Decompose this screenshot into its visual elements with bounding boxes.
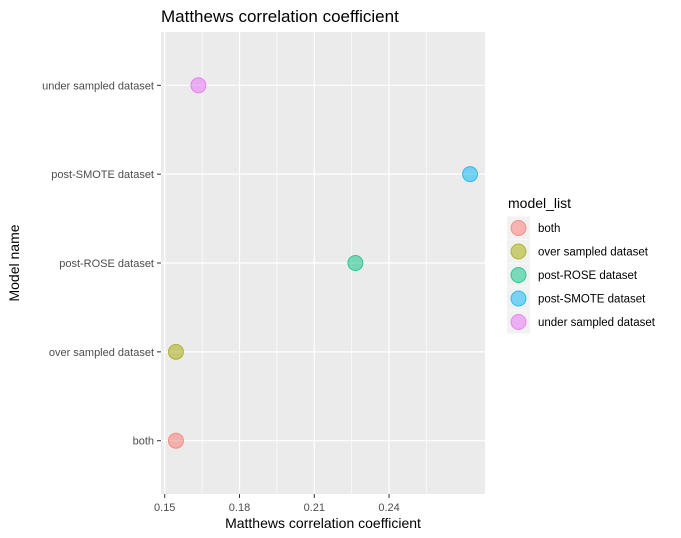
legend-key-marker [510, 243, 527, 260]
y-tick-label: over sampled dataset [49, 347, 154, 359]
x-axis: 0.15 0.18 0.21 0.24 [154, 494, 400, 514]
legend-label: under sampled dataset [538, 317, 656, 329]
x-axis-title: Matthews correlation coefficient [225, 515, 421, 531]
data-point [462, 166, 479, 183]
data-point [167, 343, 184, 360]
data-point [190, 77, 207, 94]
legend-label: both [538, 223, 560, 235]
legend-key-marker [510, 290, 527, 307]
legend-key-marker [510, 220, 527, 236]
legend-label: over sampled dataset [538, 247, 649, 259]
legend-key-marker [510, 267, 527, 283]
x-tick-label: 0.21 [304, 502, 325, 514]
y-tick-label: under sampled dataset [42, 80, 154, 92]
data-point [167, 432, 184, 449]
y-axis: both over sampled dataset post-ROSE datase… [42, 80, 161, 448]
y-axis-title: Model name [6, 224, 22, 301]
legend-label: post-SMOTE dataset [538, 294, 646, 306]
legend-label: post-ROSE dataset [538, 270, 638, 282]
x-tick-label: 0.15 [154, 502, 175, 514]
y-tick-label: both [133, 436, 154, 448]
y-tick-label: post-ROSE dataset [59, 258, 154, 270]
legend: model_list both over sampled dataset post-… [507, 195, 656, 334]
y-tick-label: post-SMOTE dataset [51, 169, 154, 181]
x-tick-label: 0.18 [229, 502, 250, 514]
data-points [167, 77, 479, 449]
chart-title: Matthews correlation coefficient [161, 7, 399, 26]
legend-key-marker [510, 314, 527, 330]
legend-title: model_list [508, 195, 571, 211]
x-tick-label: 0.24 [378, 502, 399, 514]
data-point [347, 255, 364, 271]
